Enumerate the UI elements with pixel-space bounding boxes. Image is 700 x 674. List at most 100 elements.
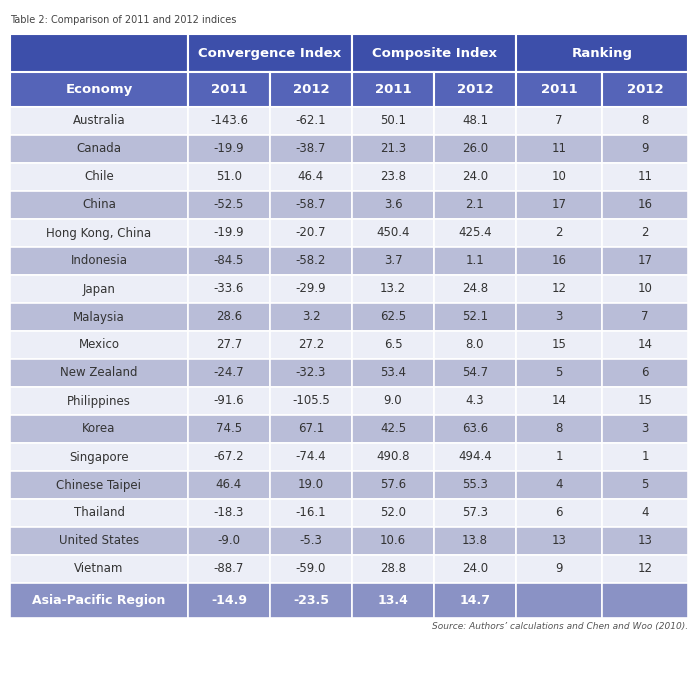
Bar xyxy=(10,72,188,107)
Bar xyxy=(602,499,688,527)
Text: Composite Index: Composite Index xyxy=(372,47,496,59)
Text: -74.4: -74.4 xyxy=(295,450,326,464)
Text: 15: 15 xyxy=(552,338,566,352)
Text: 24.8: 24.8 xyxy=(462,282,488,295)
Text: 2012: 2012 xyxy=(293,83,329,96)
Bar xyxy=(10,583,188,618)
Bar xyxy=(188,303,270,331)
Bar xyxy=(516,331,602,359)
Bar xyxy=(602,415,688,443)
Text: 13.8: 13.8 xyxy=(462,534,488,547)
Bar xyxy=(602,107,688,135)
Bar xyxy=(516,499,602,527)
Text: -38.7: -38.7 xyxy=(296,142,326,156)
Text: 55.3: 55.3 xyxy=(462,479,488,491)
Text: 2011: 2011 xyxy=(540,83,577,96)
Text: 2011: 2011 xyxy=(211,83,247,96)
Text: Malaysia: Malaysia xyxy=(73,311,125,324)
Text: Source: Authors’ calculations and Chen and Woo (2010).: Source: Authors’ calculations and Chen a… xyxy=(432,622,688,631)
Text: 3: 3 xyxy=(555,311,563,324)
Bar xyxy=(352,331,434,359)
Bar xyxy=(352,387,434,415)
Text: 6: 6 xyxy=(555,506,563,520)
Bar xyxy=(516,387,602,415)
Bar xyxy=(270,163,352,191)
Bar xyxy=(10,499,188,527)
Bar xyxy=(434,527,516,555)
Text: -19.9: -19.9 xyxy=(214,142,244,156)
Bar xyxy=(270,135,352,163)
Text: -84.5: -84.5 xyxy=(214,255,244,268)
Text: 7: 7 xyxy=(641,311,649,324)
Text: 57.3: 57.3 xyxy=(462,506,488,520)
Bar xyxy=(516,471,602,499)
Bar xyxy=(10,331,188,359)
Bar xyxy=(352,163,434,191)
Bar xyxy=(10,443,188,471)
Bar xyxy=(188,331,270,359)
Bar xyxy=(516,359,602,387)
Text: -32.3: -32.3 xyxy=(296,367,326,379)
Bar xyxy=(352,527,434,555)
Bar xyxy=(434,499,516,527)
Text: Indonesia: Indonesia xyxy=(71,255,127,268)
Text: 14: 14 xyxy=(638,338,652,352)
Text: 8.0: 8.0 xyxy=(466,338,484,352)
Bar xyxy=(602,555,688,583)
Bar xyxy=(352,275,434,303)
Bar xyxy=(270,387,352,415)
Bar xyxy=(188,583,270,618)
Bar xyxy=(188,527,270,555)
Text: 12: 12 xyxy=(552,282,566,295)
Bar xyxy=(352,415,434,443)
Bar xyxy=(352,247,434,275)
Text: 28.8: 28.8 xyxy=(380,563,406,576)
Bar xyxy=(270,247,352,275)
Text: 3.2: 3.2 xyxy=(302,311,321,324)
Text: -16.1: -16.1 xyxy=(295,506,326,520)
Bar xyxy=(516,191,602,219)
Text: 50.1: 50.1 xyxy=(380,115,406,127)
Text: 74.5: 74.5 xyxy=(216,423,242,435)
Text: -20.7: -20.7 xyxy=(295,226,326,239)
Bar xyxy=(352,107,434,135)
Bar xyxy=(602,387,688,415)
Bar xyxy=(270,72,352,107)
Text: 3.7: 3.7 xyxy=(384,255,402,268)
Text: 14: 14 xyxy=(552,394,566,408)
Bar xyxy=(434,415,516,443)
Bar xyxy=(10,527,188,555)
Text: 13: 13 xyxy=(552,534,566,547)
Text: Asia-Pacific Region: Asia-Pacific Region xyxy=(32,594,166,607)
Text: 53.4: 53.4 xyxy=(380,367,406,379)
Text: 10: 10 xyxy=(638,282,652,295)
Bar xyxy=(516,583,602,618)
Bar xyxy=(352,34,516,72)
Bar xyxy=(352,219,434,247)
Text: 54.7: 54.7 xyxy=(462,367,488,379)
Text: -23.5: -23.5 xyxy=(293,594,329,607)
Text: 8: 8 xyxy=(641,115,649,127)
Bar xyxy=(352,583,434,618)
Bar xyxy=(188,34,352,72)
Text: 26.0: 26.0 xyxy=(462,142,488,156)
Bar xyxy=(270,107,352,135)
Bar xyxy=(352,471,434,499)
Text: Singapore: Singapore xyxy=(69,450,129,464)
Bar xyxy=(270,191,352,219)
Bar xyxy=(434,275,516,303)
Text: 4: 4 xyxy=(641,506,649,520)
Bar xyxy=(434,135,516,163)
Bar xyxy=(188,219,270,247)
Bar xyxy=(602,471,688,499)
Bar xyxy=(188,163,270,191)
Bar xyxy=(188,359,270,387)
Bar xyxy=(602,72,688,107)
Text: -9.0: -9.0 xyxy=(218,534,241,547)
Text: 16: 16 xyxy=(552,255,566,268)
Text: -67.2: -67.2 xyxy=(214,450,244,464)
Bar xyxy=(10,191,188,219)
Bar xyxy=(352,191,434,219)
Text: Economy: Economy xyxy=(65,83,132,96)
Bar xyxy=(434,471,516,499)
